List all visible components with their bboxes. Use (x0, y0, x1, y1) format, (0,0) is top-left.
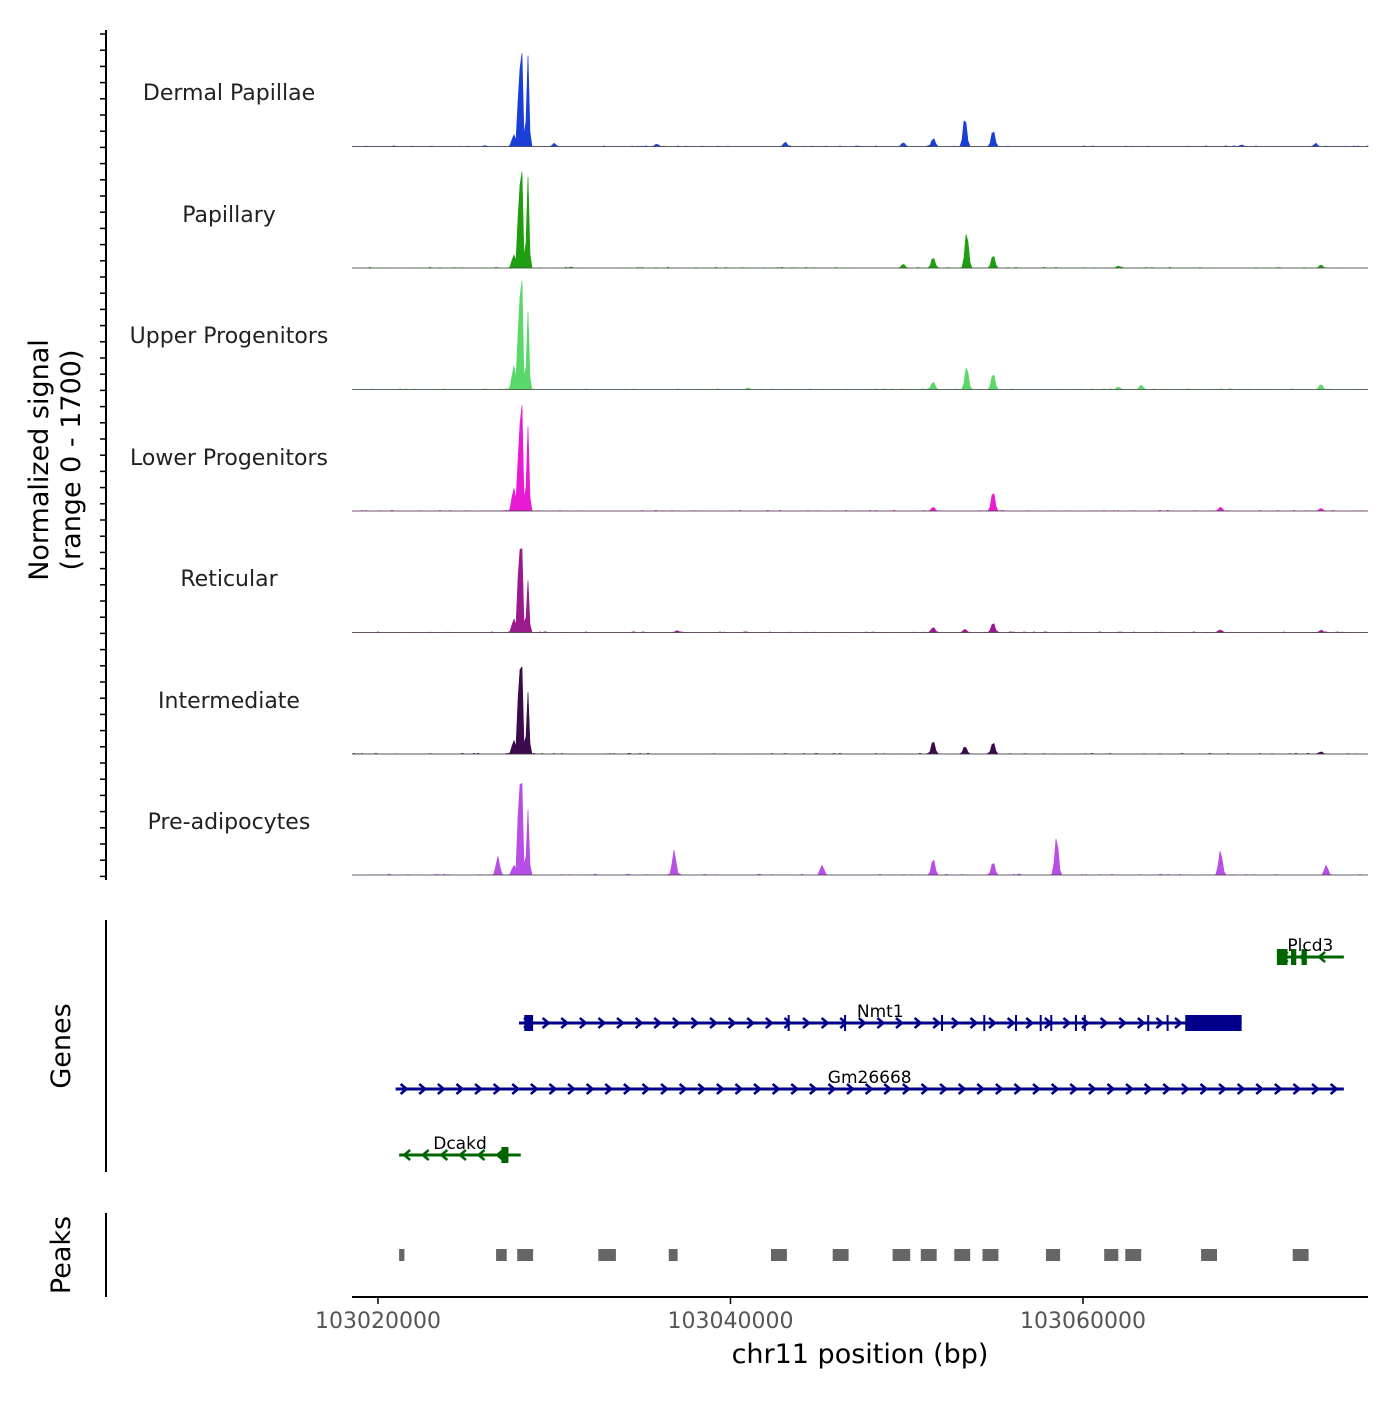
track-label: Reticular (180, 567, 278, 592)
peak-region (517, 1249, 533, 1261)
gene-exon (501, 1147, 508, 1163)
peak-region (771, 1249, 787, 1261)
gene-nmt1: Nmt1 (519, 1002, 1242, 1031)
gene-label: Plcd3 (1287, 936, 1333, 956)
peak-region (954, 1249, 970, 1261)
coverage-area (352, 667, 1368, 754)
track-label: Papillary (182, 203, 276, 228)
peaks-panel: Peaks (46, 1213, 1309, 1297)
coverage-track-upper-progenitors: Upper Progenitors (130, 277, 1368, 389)
peak-region (893, 1249, 911, 1261)
coverage-track-lower-progenitors: Lower Progenitors (130, 402, 1368, 511)
x-axis-label: chr11 position (bp) (732, 1339, 989, 1370)
coverage-track-intermediate: Intermediate (158, 665, 1368, 754)
gene-label: Gm26668 (828, 1068, 912, 1088)
coverage-area (352, 281, 1368, 390)
track-label: Pre-adipocytes (148, 810, 311, 835)
coverage-y-label-line1: Normalized signal (24, 339, 55, 581)
peaks-y-label: Peaks (46, 1216, 77, 1294)
genes-panel: Genes Plcd3 Nmt1 Gm26668 Dcakd (46, 920, 1344, 1172)
x-axis: 103020000 103040000 103060000 chr11 positio… (315, 1297, 1368, 1370)
coverage-area (352, 783, 1368, 875)
track-label: Dermal Papillae (143, 81, 315, 106)
peak-region (1201, 1249, 1217, 1261)
peak-region (1293, 1249, 1309, 1261)
peak-region (598, 1249, 616, 1261)
track-label: Upper Progenitors (130, 324, 329, 349)
track-label: Lower Progenitors (130, 446, 328, 471)
x-axis-tick-label: 103040000 (668, 1309, 794, 1334)
peak-region (1125, 1249, 1141, 1261)
gene-gm26668: Gm26668 (396, 1068, 1344, 1094)
gene-exon (1185, 1015, 1241, 1031)
gene-label: Nmt1 (857, 1002, 904, 1022)
coverage-area (352, 405, 1368, 511)
gene-exon (524, 1015, 533, 1031)
peak-region (496, 1249, 507, 1261)
coverage-track-papillary: Papillary (182, 169, 1368, 268)
coverage-y-label: Normalized signal(range 0 - 1700) (24, 339, 87, 581)
x-axis-tick-label: 103020000 (315, 1309, 441, 1334)
gene-plcd3: Plcd3 (1277, 936, 1344, 965)
peak-region (833, 1249, 849, 1261)
coverage-track-reticular: Reticular (180, 547, 1368, 633)
peak-region (1104, 1249, 1118, 1261)
peak-region (983, 1249, 999, 1261)
coverage-area (352, 53, 1368, 146)
coverage-area (352, 549, 1368, 633)
coverage-y-label-line2: (range 0 - 1700) (56, 350, 87, 571)
x-axis-tick-label: 103060000 (1020, 1309, 1146, 1334)
genes-y-label: Genes (46, 1003, 77, 1088)
coverage-area (352, 172, 1368, 268)
peak-region (921, 1249, 937, 1261)
peak-region (1046, 1249, 1060, 1261)
peak-region (669, 1249, 678, 1261)
coverage-panel: Normalized signal(range 0 - 1700) Dermal … (24, 30, 1368, 880)
gene-label: Dcakd (433, 1134, 487, 1154)
gene-exon (1277, 949, 1288, 965)
peak-region (399, 1249, 404, 1261)
coverage-track-pre-adipocytes: Pre-adipocytes (148, 781, 1368, 875)
gene-dcakd: Dcakd (399, 1134, 521, 1163)
coverage-track-dermal-papillae: Dermal Papillae (143, 51, 1368, 147)
track-label: Intermediate (158, 689, 300, 714)
